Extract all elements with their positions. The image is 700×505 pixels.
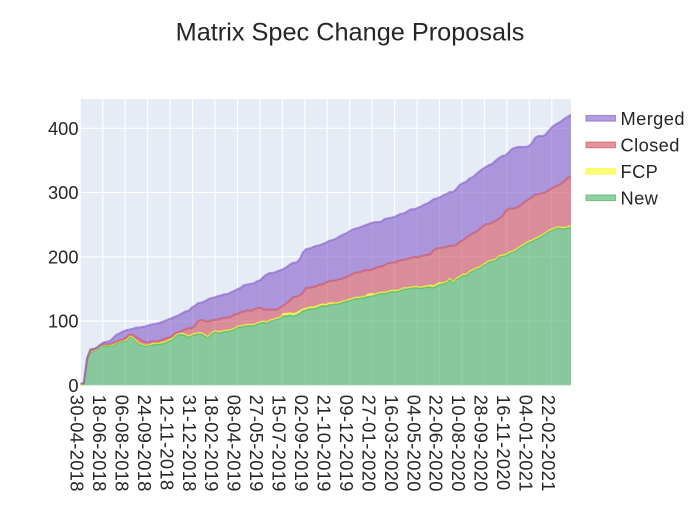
svg-text:FCP: FCP [621,161,659,182]
svg-text:12-11-2018: 12-11-2018 [156,395,177,491]
svg-text:Merged: Merged [621,108,685,129]
svg-text:22-06-2020: 22-06-2020 [426,395,447,492]
svg-text:400: 400 [48,118,79,139]
svg-text:Matrix Spec Change Proposals: Matrix Spec Change Proposals [176,19,525,47]
svg-text:30-04-2018: 30-04-2018 [67,395,88,492]
svg-text:15-07-2019: 15-07-2019 [269,395,290,492]
svg-text:10-08-2020: 10-08-2020 [448,395,469,492]
svg-text:21-10-2019: 21-10-2019 [313,395,334,492]
svg-text:Closed: Closed [621,134,680,155]
svg-text:0: 0 [68,375,78,396]
svg-text:24-09-2018: 24-09-2018 [134,395,155,492]
svg-text:200: 200 [48,246,79,267]
svg-text:02-09-2019: 02-09-2019 [291,395,312,492]
svg-text:31-12-2018: 31-12-2018 [179,395,200,492]
svg-text:08-04-2019: 08-04-2019 [224,395,245,492]
svg-text:New: New [621,187,659,208]
svg-text:09-12-2019: 09-12-2019 [336,395,357,492]
svg-text:22-02-2021: 22-02-2021 [538,395,559,492]
svg-text:16-11-2020: 16-11-2020 [493,395,514,491]
svg-text:04-01-2021: 04-01-2021 [516,395,537,492]
svg-text:300: 300 [48,182,79,203]
svg-text:100: 100 [48,311,79,332]
svg-text:16-03-2020: 16-03-2020 [381,395,402,492]
svg-text:27-01-2020: 27-01-2020 [358,395,379,492]
svg-text:27-05-2019: 27-05-2019 [246,395,267,492]
svg-text:18-06-2018: 18-06-2018 [89,395,110,492]
svg-text:04-05-2020: 04-05-2020 [403,395,424,492]
svg-text:18-02-2019: 18-02-2019 [201,395,222,492]
svg-text:28-09-2020: 28-09-2020 [471,395,492,492]
svg-text:06-08-2018: 06-08-2018 [111,395,132,492]
